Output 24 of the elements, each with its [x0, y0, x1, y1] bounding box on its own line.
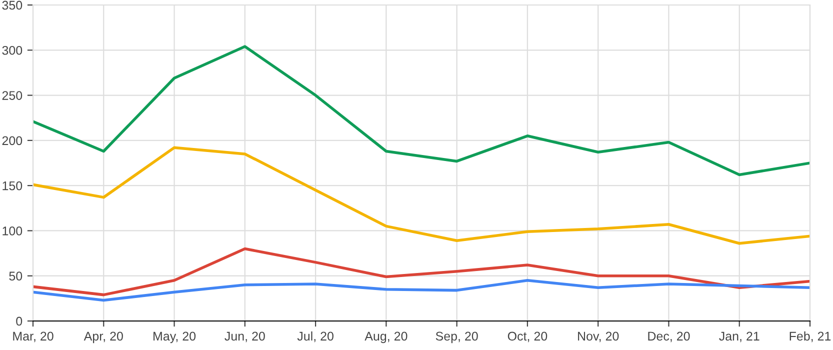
y-tick-label: 50 [9, 272, 22, 281]
line-series [33, 45, 810, 176]
x-tick-label: Nov, 20 [578, 332, 619, 342]
y-tick-label: 350 [2, 0, 22, 10]
y-tick-label: 300 [2, 46, 22, 55]
x-tick-label: May, 20 [154, 332, 196, 344]
y-tick-label: 200 [2, 136, 22, 146]
x-tick-label: Oct, 20 [508, 332, 548, 342]
line-series [33, 278, 810, 302]
line-series [33, 146, 810, 245]
y-tick-label: 150 [2, 181, 22, 190]
x-tick-label: Sep, 20 [436, 332, 478, 344]
x-tick-label: Apr, 20 [84, 332, 123, 344]
x-tick-label: Feb, 21 [790, 331, 831, 342]
x-tick-label: Dec, 20 [648, 332, 690, 342]
y-tick-label: 250 [2, 91, 22, 100]
x-tick-label: Jun, 20 [224, 332, 265, 342]
x-tick-label: Mar, 20 [13, 332, 54, 342]
y-tick-label: 0 [16, 316, 22, 326]
y-tick-label: 100 [2, 226, 22, 236]
x-tick-label: Aug, 20 [364, 332, 408, 344]
x-tick-label: Jul, 20 [297, 331, 334, 342]
line-series [33, 247, 810, 296]
x-tick-label: Jan, 21 [719, 332, 760, 342]
